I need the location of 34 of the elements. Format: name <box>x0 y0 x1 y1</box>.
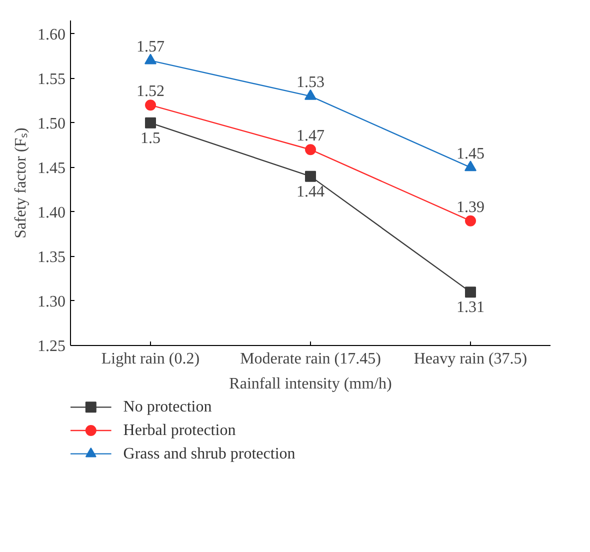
y-tick-label: 1.40 <box>38 204 66 222</box>
x-tick-label: Heavy rain (37.5) <box>414 350 528 368</box>
data-label: 1.47 <box>296 128 324 145</box>
legend-label: No protection <box>123 398 212 416</box>
point <box>305 144 316 156</box>
point <box>144 54 156 64</box>
legend-label: Herbal protection <box>123 422 236 439</box>
x-tick-label: Moderate rain (17.45) <box>240 350 381 368</box>
x-axis-title: Rainfall intensity (mm/h) <box>229 376 392 392</box>
point <box>304 89 316 100</box>
data-label: 1.5 <box>140 130 160 147</box>
data-label: 1.52 <box>136 83 164 100</box>
data-label: 1.57 <box>136 38 164 56</box>
point <box>145 100 156 111</box>
legend-label: Grass and shrub protection <box>123 445 296 462</box>
point <box>464 160 476 172</box>
y-tick-label: 1.55 <box>38 70 66 88</box>
point <box>305 170 316 182</box>
point <box>465 215 476 226</box>
data-label: 1.39 <box>456 198 484 216</box>
point <box>465 286 476 298</box>
y-tick-label: 1.30 <box>38 293 66 310</box>
y-axis-title: Safety factor (Fₛ) <box>12 128 30 238</box>
data-label: 1.45 <box>456 145 484 162</box>
y-tick-label: 1.50 <box>38 115 66 132</box>
data-label: 1.31 <box>456 299 484 316</box>
x-tick-label: Light rain (0.2) <box>101 350 200 368</box>
point <box>145 117 156 128</box>
y-tick-label: 1.60 <box>38 26 66 44</box>
y-tick-label: 1.35 <box>38 248 66 266</box>
data-label: 1.53 <box>296 74 324 92</box>
data-label: 1.44 <box>296 183 324 200</box>
y-tick-label: 1.25 <box>38 338 66 355</box>
y-tick-label: 1.45 <box>38 160 66 177</box>
